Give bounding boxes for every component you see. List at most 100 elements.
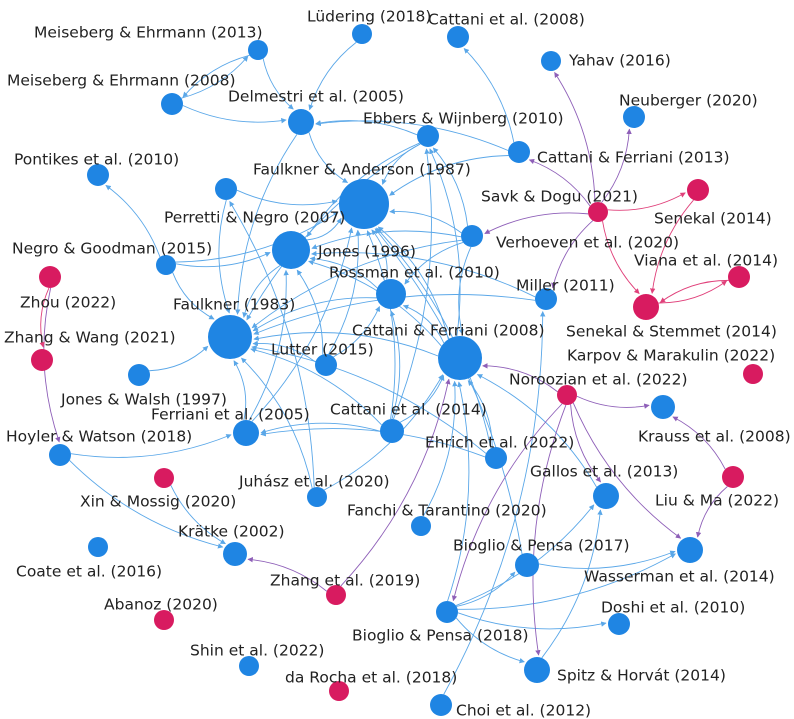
citation-edge-rossman2010-to-faulkneranderson1987: [371, 229, 388, 280]
citation-edge-ludering2018-to-delmestri2005: [308, 41, 357, 111]
node-noroozian2022[interactable]: [557, 385, 577, 405]
node-delmestri2005[interactable]: [288, 109, 314, 135]
node-karpov2022[interactable]: [743, 364, 763, 384]
node-label-liuma2022: Liu & Ma (2022): [655, 492, 779, 510]
citation-edge-negro2015-to-faulkner1983: [172, 272, 215, 320]
node-liuma2022[interactable]: [722, 466, 744, 488]
node-neuberger2020[interactable]: [623, 106, 645, 128]
node-label-cattani2014: Cattani et al. (2014): [330, 401, 487, 419]
node-label-ferriani2005: Ferriani et al. (2005): [151, 406, 310, 424]
node-ferriani2005[interactable]: [233, 420, 259, 446]
node-zhangwang2021[interactable]: [31, 349, 53, 371]
node-label-perretti2007: Perretti & Negro (2007): [164, 209, 345, 227]
node-zhang2019[interactable]: [326, 585, 346, 605]
node-faulkner1983[interactable]: [208, 315, 252, 359]
node-bioglio2018[interactable]: [436, 601, 458, 623]
cross-cluster-edge-noroozian2022-to-krauss2008: [576, 395, 650, 409]
node-juhasz2020[interactable]: [307, 487, 327, 507]
node-ehrich2022[interactable]: [485, 447, 507, 469]
node-zhou2022[interactable]: [39, 266, 61, 288]
citation-edge-perretti2007-to-faulkner1983: [218, 199, 231, 314]
node-fanchi2020[interactable]: [411, 516, 431, 536]
citation-edge-meiseberg2008-to-meiseberg2013: [181, 55, 249, 99]
citation-edge-spitz2014-to-gallos2013: [541, 509, 603, 659]
node-label-choi2012: Choi et al. (2012): [456, 702, 591, 719]
node-krauss2008[interactable]: [651, 395, 675, 419]
node-jones1996[interactable]: [272, 231, 310, 269]
node-ebbers2010[interactable]: [417, 125, 439, 147]
node-cattaniferriani2008[interactable]: [438, 336, 482, 380]
node-savk2021[interactable]: [588, 202, 608, 222]
magenta-cluster-edge-viana2014-to-senekalstemmet2014: [659, 279, 729, 303]
citation-edge-ehrich2022-to-faulkneranderson1987: [376, 227, 492, 449]
node-cattaniferriani2013[interactable]: [508, 141, 530, 163]
citation-edge-rossman2010-to-jones1996: [309, 256, 378, 289]
node-label-viana2014: Viana et al. (2014): [634, 252, 778, 270]
node-spitz2014[interactable]: [524, 657, 550, 683]
citation-edge-ebbers2010-to-faulkner1983: [246, 143, 421, 321]
cross-cluster-edge-savk2021-to-miller2011: [551, 220, 594, 289]
citation-edge-ferriani2005-to-faulkneranderson1987: [251, 227, 354, 422]
citation-edge-xin2020-to-kratke2002: [170, 485, 226, 545]
node-joneswalsh1997[interactable]: [128, 364, 150, 386]
node-label-verhoeven2020: Verhoeven et al. (2020): [496, 234, 679, 252]
node-negro2015[interactable]: [156, 255, 176, 275]
node-verhoeven2020[interactable]: [461, 225, 483, 247]
node-wasserman2014[interactable]: [677, 537, 703, 563]
citation-edge-verhoeven2020-to-jones1996: [311, 230, 462, 250]
citation-edge-verhoeven2020-to-ebbers2010: [432, 147, 469, 226]
cross-cluster-edge-savk2021-to-cattaniferriani2013: [528, 158, 591, 207]
labels-layer: Lüdering (2018)Cattani et al. (2008) Meis…: [4, 8, 791, 719]
citation-edge-miller2011-to-jones1996: [311, 250, 536, 298]
node-label-doshi2010: Doshi et al. (2010): [601, 599, 745, 617]
node-choi2012[interactable]: [430, 694, 452, 716]
citation-edge-cattaniferriani2008-to-ebbers2010: [429, 148, 461, 337]
citation-edge-cattaniferriani2013-to-cattani2008a: [463, 48, 515, 143]
citation-edge-bioglio2018-to-wasserman2014: [457, 553, 676, 610]
node-faulkneranderson1987[interactable]: [339, 179, 389, 229]
node-cattani2014[interactable]: [380, 419, 404, 443]
node-label-juhasz2020: Juhász et al. (2020): [238, 473, 390, 491]
node-label-karpov2022: Karpov & Marakulin (2022): [567, 347, 775, 365]
node-gallos2013[interactable]: [593, 483, 619, 509]
node-meiseberg2013[interactable]: [248, 40, 268, 60]
node-label-zhangwang2021: Zhang & Wang (2021): [4, 329, 176, 347]
node-miller2011[interactable]: [535, 288, 557, 310]
nodes-layer: [31, 24, 763, 716]
node-lutter2015[interactable]: [315, 354, 337, 376]
citation-edge-verhoeven2020-to-cattaniferriani2008: [458, 246, 472, 335]
citation-edge-verhoeven2020-to-faulkneranderson1987: [389, 208, 462, 234]
citation-edge-cattani2014-to-cattaniferriani2008: [399, 375, 445, 423]
node-hoyler2018[interactable]: [49, 444, 71, 466]
node-rossman2010[interactable]: [376, 279, 406, 309]
citation-edge-meiseberg2008-to-delmestri2005: [182, 105, 287, 124]
citation-edge-lutter2015-to-jones1996: [296, 269, 324, 355]
node-coate2016[interactable]: [88, 537, 108, 557]
node-abanoz2020[interactable]: [154, 610, 174, 630]
node-meiseberg2008[interactable]: [161, 93, 183, 115]
cross-cluster-edge-savk2021-to-neuberger2020: [601, 128, 632, 203]
node-xin2020[interactable]: [154, 468, 174, 488]
node-senekal2014[interactable]: [687, 179, 709, 201]
node-shin2022[interactable]: [239, 656, 259, 676]
node-yahav2016[interactable]: [541, 51, 561, 71]
node-cattani2008a[interactable]: [447, 26, 469, 48]
node-darocha2018[interactable]: [329, 681, 349, 701]
citation-edge-delmestri2005-to-faulkner1983: [235, 134, 298, 315]
cross-cluster-edge-zhang2019-to-cattaniferriani2008: [340, 378, 451, 587]
node-label-delmestri2005: Delmestri et al. (2005): [228, 88, 404, 106]
node-senekalstemmet2014[interactable]: [633, 294, 659, 320]
node-viana2014[interactable]: [728, 266, 750, 288]
citation-edge-negro2015-to-jones1996: [175, 252, 271, 268]
citation-edge-bioglio2018-to-bioglio2017: [456, 571, 516, 607]
node-bioglio2017[interactable]: [515, 553, 539, 577]
node-pontikes2010[interactable]: [87, 164, 109, 186]
node-label-cattaniferriani2008: Cattani & Ferriani (2008): [352, 322, 545, 340]
citation-edge-juhasz2020-to-perretti2007: [229, 201, 315, 488]
node-kratke2002[interactable]: [223, 542, 247, 566]
node-doshi2010[interactable]: [608, 613, 630, 635]
node-ludering2018[interactable]: [352, 24, 372, 44]
node-label-xin2020: Xin & Mossig (2020): [80, 493, 236, 511]
node-perretti2007[interactable]: [215, 178, 237, 200]
citation-edge-negro2015-to-faulkneranderson1987: [175, 211, 339, 263]
